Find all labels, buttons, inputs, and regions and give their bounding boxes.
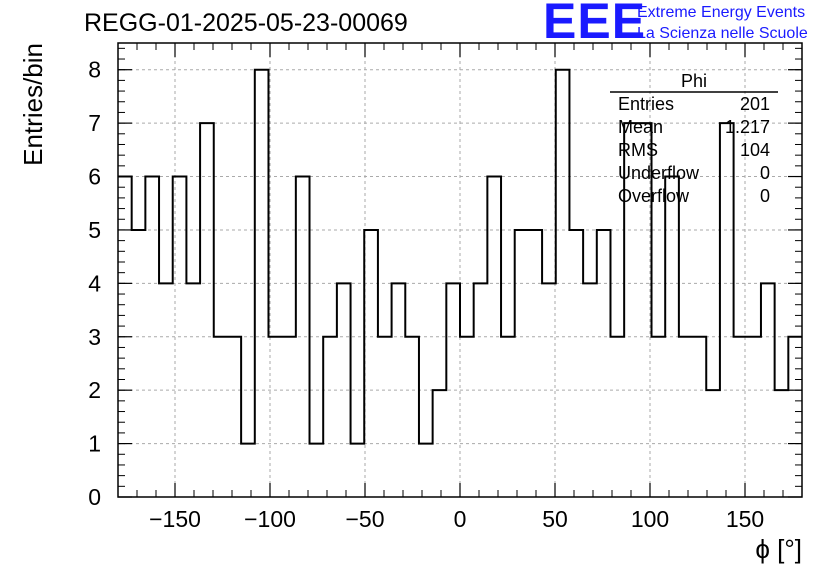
histogram-bin (118, 177, 132, 497)
histogram-bin (610, 337, 624, 497)
x-tick-label: 50 (542, 506, 568, 532)
stats-value: 104 (740, 140, 770, 160)
stats-value: 201 (740, 94, 770, 114)
histogram-bin (405, 337, 419, 497)
x-tick-label: −100 (244, 506, 296, 532)
x-tick-label: 150 (726, 506, 764, 532)
histogram-outline (118, 68, 802, 445)
histogram-bin (378, 337, 392, 497)
histogram-bin (542, 283, 556, 497)
histogram-bin (734, 337, 748, 497)
stats-value: 0 (760, 186, 770, 206)
histogram-bin (241, 444, 255, 497)
x-tick-label: 100 (631, 506, 669, 532)
y-axis-title: Entries/bin (18, 43, 48, 166)
stats-label: Underflow (618, 163, 700, 183)
x-tick-label: 0 (454, 506, 467, 532)
histogram-bin (268, 337, 282, 497)
histogram-bin (569, 230, 583, 497)
y-tick-label: 5 (88, 217, 101, 243)
histogram-bin (446, 283, 460, 497)
stats-value: 0 (760, 163, 770, 183)
stats-label: Overflow (618, 186, 690, 206)
histogram-bin (747, 337, 761, 497)
histogram-bin (323, 337, 337, 497)
histogram-bin (364, 230, 378, 497)
histogram-bin (145, 177, 159, 497)
stats-label: RMS (618, 140, 658, 160)
histogram-bin (132, 230, 146, 497)
histogram-bin (200, 123, 214, 497)
stats-label: Mean (618, 117, 663, 137)
histogram-bin (775, 390, 789, 497)
y-tick-label: 8 (88, 57, 101, 83)
stats-label: Entries (618, 94, 674, 114)
logo-caption-line1: Extreme Energy Events (637, 4, 806, 21)
histogram-bin (227, 337, 241, 497)
histogram-bin (583, 283, 597, 497)
histogram-bin (652, 337, 666, 497)
y-tick-label: 1 (88, 431, 101, 457)
histogram-bin (501, 337, 515, 497)
histogram-bin (310, 444, 324, 497)
histogram-bin (296, 177, 310, 497)
histogram-bin (255, 70, 269, 497)
histogram-bin (720, 123, 734, 497)
y-tick-label: 3 (88, 324, 101, 350)
histogram-bin (515, 230, 529, 497)
plot-frame (117, 42, 803, 498)
histogram-bin (214, 337, 228, 497)
histogram-bin (460, 337, 474, 497)
histogram-bin (186, 283, 200, 497)
histogram-bin (351, 444, 365, 497)
y-tick-label: 4 (88, 270, 101, 296)
x-axis-title: ϕ [°] (755, 534, 802, 564)
stats-value: 1.217 (725, 117, 770, 137)
histogram-bin (556, 70, 570, 497)
histogram-bin (474, 283, 488, 497)
histogram-bin (282, 337, 296, 497)
histogram-bin (337, 283, 351, 497)
histogram-bin (433, 390, 447, 497)
eee-logo: EEE (543, 0, 647, 49)
histogram-bin (528, 230, 542, 497)
histogram-bin (788, 337, 802, 497)
histogram-bin (679, 337, 693, 497)
histogram-bin (706, 390, 720, 497)
histogram-bin (392, 283, 406, 497)
histogram-bin (665, 177, 679, 497)
logo-caption-line2: La Scienza nelle Scuole (637, 25, 808, 42)
histogram-bin (597, 230, 611, 497)
y-tick-label: 0 (88, 484, 101, 510)
histogram-bin (173, 177, 187, 497)
x-tick-label: −150 (149, 506, 201, 532)
histogram-bin (487, 177, 501, 497)
histogram-title: REGG-01-2025-05-23-00069 (84, 9, 408, 37)
y-tick-label: 7 (88, 110, 101, 136)
histogram-bin (159, 283, 173, 497)
histogram-bin (419, 444, 433, 497)
stats-title: Phi (681, 71, 707, 91)
histogram-bin (693, 337, 707, 497)
y-tick-label: 6 (88, 164, 101, 190)
histogram-bin (761, 283, 775, 497)
x-tick-label: −50 (345, 506, 384, 532)
y-tick-label: 2 (88, 377, 101, 403)
